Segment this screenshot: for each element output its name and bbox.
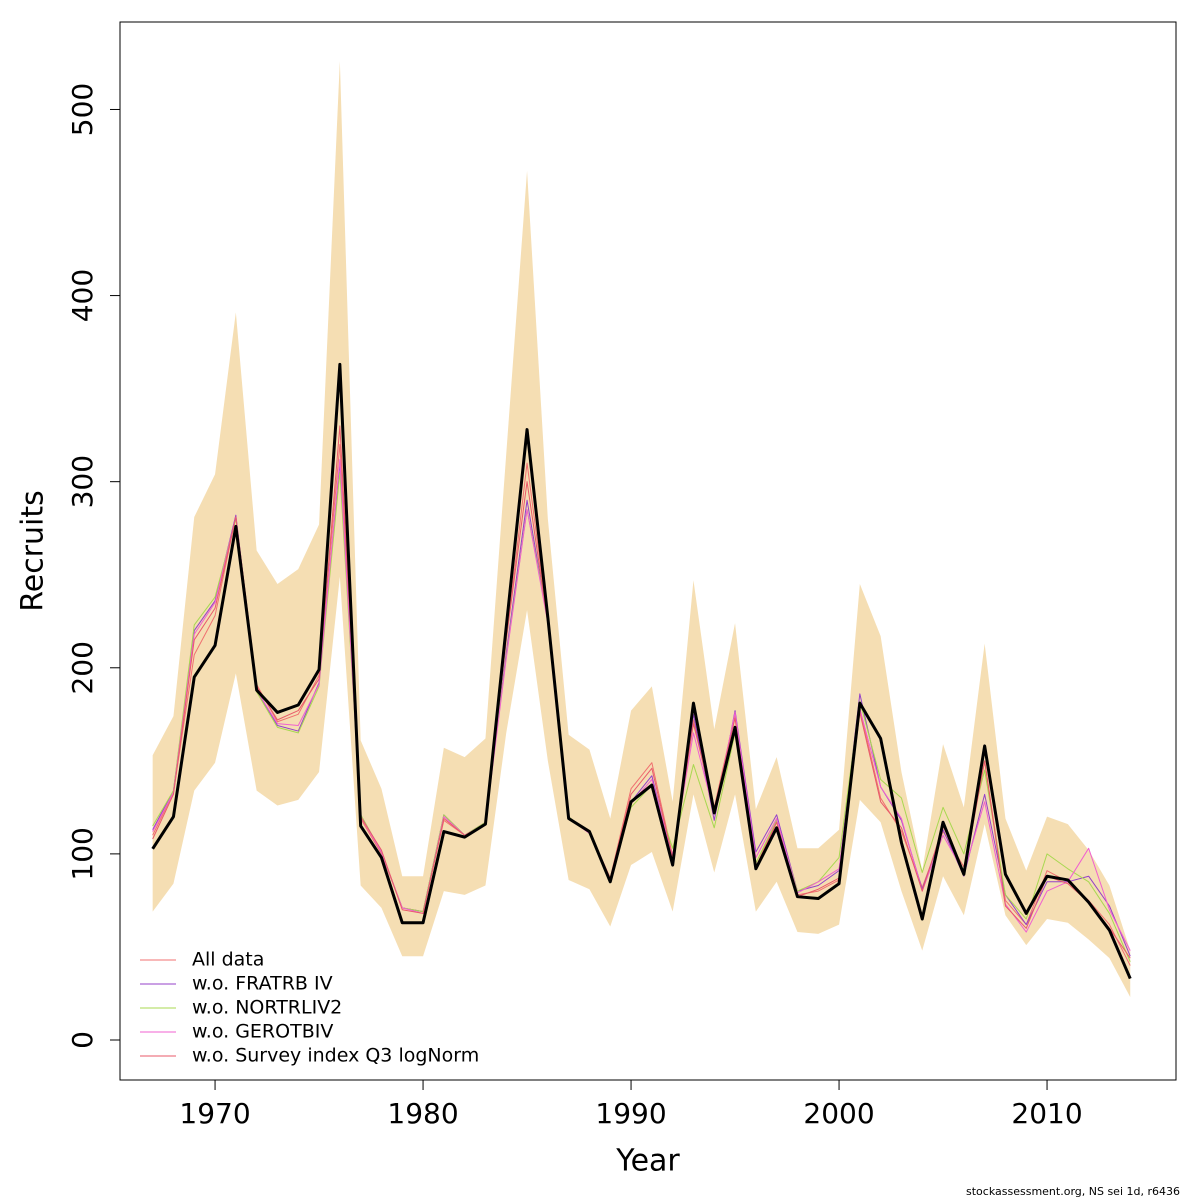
x-tick-label: 1970 (179, 1097, 250, 1130)
y-tick-label: 0 (66, 1031, 99, 1049)
y-axis-title: Recruits (16, 490, 51, 612)
legend-label: w.o. GEROTBIV (192, 1021, 333, 1043)
estimate-line (151, 362, 1132, 980)
legend-label: w.o. NORTRLIV2 (192, 997, 342, 1019)
footer: stockassessment.org, NS sei 1d, r6436 (966, 1185, 1180, 1198)
legend-label: All data (192, 949, 264, 971)
legend-label: w.o. Survey index Q3 logNorm (192, 1045, 479, 1067)
series-line (152, 471, 1131, 963)
y-tick-label: 500 (66, 83, 99, 136)
x-axis-title: Year (615, 1144, 680, 1179)
y-tick-label: 300 (66, 455, 99, 508)
x-tick-label: 2010 (1011, 1097, 1082, 1130)
y-tick-label: 100 (66, 827, 99, 880)
legend-label: w.o. FRATRB IV (192, 973, 333, 995)
x-tick-label: 1980 (387, 1097, 458, 1130)
y-tick-label: 200 (66, 641, 99, 694)
x-tick-label: 2000 (803, 1097, 874, 1130)
x-tick-label: 1990 (595, 1097, 666, 1130)
y-tick-label: 400 (66, 269, 99, 322)
